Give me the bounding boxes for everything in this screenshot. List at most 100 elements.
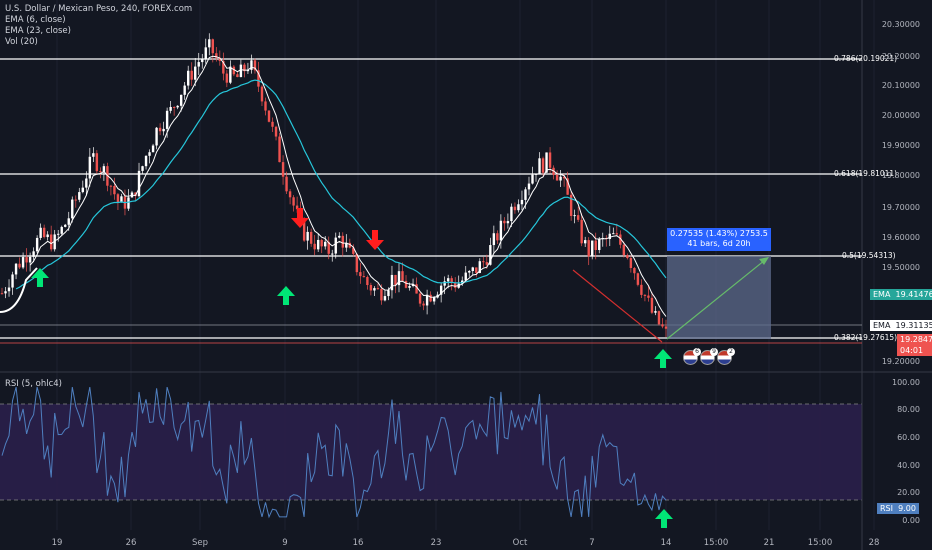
fib-label-0786: 0.786(20.19021) [834,54,898,63]
candle-body [113,186,116,195]
candle-body [74,199,77,201]
ema-slow-tag-label: EMA [873,290,891,299]
arrow-up-marker [31,268,673,528]
candle-body [583,240,587,244]
candle-body [194,66,197,80]
candle-body [598,239,601,251]
candle-body [295,205,299,210]
candle-body [415,284,418,294]
candle-body [513,206,517,211]
candle-body [429,294,432,302]
candle-body [78,192,81,200]
candle-body [302,219,306,241]
us-flag-icon[interactable]: 9 [700,348,718,365]
rsi-line [1,386,667,519]
candle-body [158,127,162,132]
candle-body [362,276,366,278]
candle-body [390,274,394,291]
ema-slow-legend: EMA (23, close) [5,26,71,36]
event-badge: 2 [727,348,735,356]
candles [0,33,668,337]
us-flag-icon[interactable]: 6 [683,348,701,365]
candle-body [18,263,21,268]
candle-body [492,233,496,246]
candle-body [151,145,155,153]
candle-body [92,153,95,157]
candle-body [71,199,74,219]
candle-body [640,284,643,295]
candle-body [4,291,7,294]
ema-fast-left-tail [0,267,38,313]
candle-body [580,219,583,244]
candle-body [320,239,323,247]
candle-body [250,60,253,70]
candle-body [636,273,640,285]
price-tick-label: 19.90000 [881,141,920,150]
candle-body [569,194,573,216]
candle-body [527,183,531,190]
candle-body [95,153,99,172]
candle-body [608,233,611,239]
candle-body [264,101,267,111]
candle-body [292,197,295,206]
candle-body [661,324,664,327]
candle-body [562,176,566,179]
fib-label-05: 0.5(19.54313) [842,251,896,260]
price-tick-label: 20.20000 [881,52,920,61]
candle-body [355,253,359,273]
candle-body [450,278,453,283]
candle-body [162,128,165,132]
candle-body [134,192,137,197]
rsi-tick-label: 80.00 [897,405,920,414]
candle-body [88,156,92,179]
arrow-down-marker [291,208,384,250]
candle-body [102,166,106,172]
candle-body [285,176,288,192]
ema-slow-line [15,79,667,290]
candle-body [197,62,200,67]
rsi-tag-label: RSI [880,504,893,513]
candle-body [468,271,471,273]
candle-body [288,191,292,198]
time-tick-label: 9 [282,538,288,548]
candle-body [243,64,246,72]
chart-legend: U.S. Dollar / Mexican Peso, 240, FOREX.c… [5,4,192,48]
candle-body [334,237,337,254]
us-flag-icon[interactable]: 2 [717,348,735,365]
candle-body [485,262,489,265]
candle-body [60,226,63,234]
candle-body [155,127,158,146]
candle-body [148,152,151,156]
candle-body [380,288,383,301]
candle-body [49,234,53,250]
candle-body [85,178,88,188]
candle-body [32,251,35,257]
candle-body [443,281,446,286]
candle-body [524,189,527,200]
measure-arrow-head [759,257,769,265]
candle-body [566,178,569,195]
candle-body [478,261,481,273]
candle-body [520,199,524,205]
candle-body [629,258,633,269]
candle-body [316,239,320,250]
candle-body [408,286,411,288]
candle-body [165,110,169,129]
candle-body [53,234,56,250]
candle-body [116,194,120,203]
candle-body [281,162,285,177]
candle-body [99,171,102,173]
price-tick-label: 20.00000 [881,111,920,120]
economic-events[interactable]: 6 9 2 [683,348,735,365]
price-tick-label: 19.80000 [881,171,920,180]
candle-body [0,293,4,295]
ema-slow-tag-value: 19.41476 [895,290,932,299]
candle-body [475,267,478,273]
candle-body [25,257,28,263]
candle-body [422,303,425,306]
event-badge: 6 [693,348,701,356]
price-tick-label: 19.70000 [881,203,920,212]
candle-body [278,136,281,163]
time-tick-label: 15:00 [807,538,833,548]
